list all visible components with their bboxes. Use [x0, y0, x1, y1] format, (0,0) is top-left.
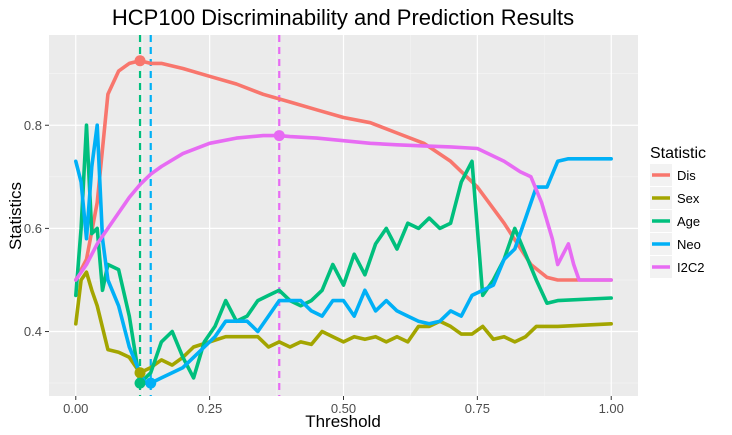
x-tick-label: 0.75 — [465, 401, 490, 416]
series-line-dis — [74, 59, 613, 282]
legend-label-i2c2: I2C2 — [677, 260, 704, 275]
series-line-age — [74, 123, 613, 385]
grid — [49, 35, 638, 396]
y-axis-title: Statistics — [6, 182, 25, 250]
y-tick-label: 0.8 — [24, 118, 42, 133]
x-tick-label: 0.00 — [63, 401, 88, 416]
legend-label-age: Age — [677, 214, 700, 229]
markers — [134, 55, 285, 389]
legend-title: Statistic — [650, 145, 706, 162]
reference-lines — [138, 35, 281, 396]
legend: Statistic Dis Sex Age Neo I2C2 — [650, 145, 706, 278]
x-axis-title: Threshold — [305, 412, 381, 431]
marker-point — [134, 367, 146, 379]
marker-point — [134, 55, 146, 67]
marker-point — [134, 377, 146, 389]
marker-point — [145, 377, 157, 389]
x-tick-label: 0.50 — [331, 401, 356, 416]
series-line-i2c2 — [74, 133, 613, 282]
legend-label-sex: Sex — [677, 191, 700, 206]
y-tick-label: 0.4 — [24, 324, 42, 339]
series-line-neo — [74, 123, 613, 385]
legend-label-dis: Dis — [677, 168, 696, 183]
marker-point — [273, 130, 285, 142]
series-lines — [74, 59, 613, 385]
y-tick-label: 0.6 — [24, 221, 42, 236]
x-tick-label: 1.00 — [599, 401, 624, 416]
chart-title: HCP100 Discriminability and Prediction R… — [112, 5, 574, 30]
x-tick-label: 0.25 — [197, 401, 222, 416]
legend-label-neo: Neo — [677, 237, 701, 252]
axes: 0.00 0.25 0.50 0.75 1.00 0.4 0.6 0.8 — [24, 118, 624, 416]
